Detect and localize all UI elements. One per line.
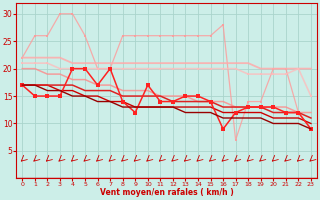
- X-axis label: Vent moyen/en rafales ( km/h ): Vent moyen/en rafales ( km/h ): [100, 188, 234, 197]
